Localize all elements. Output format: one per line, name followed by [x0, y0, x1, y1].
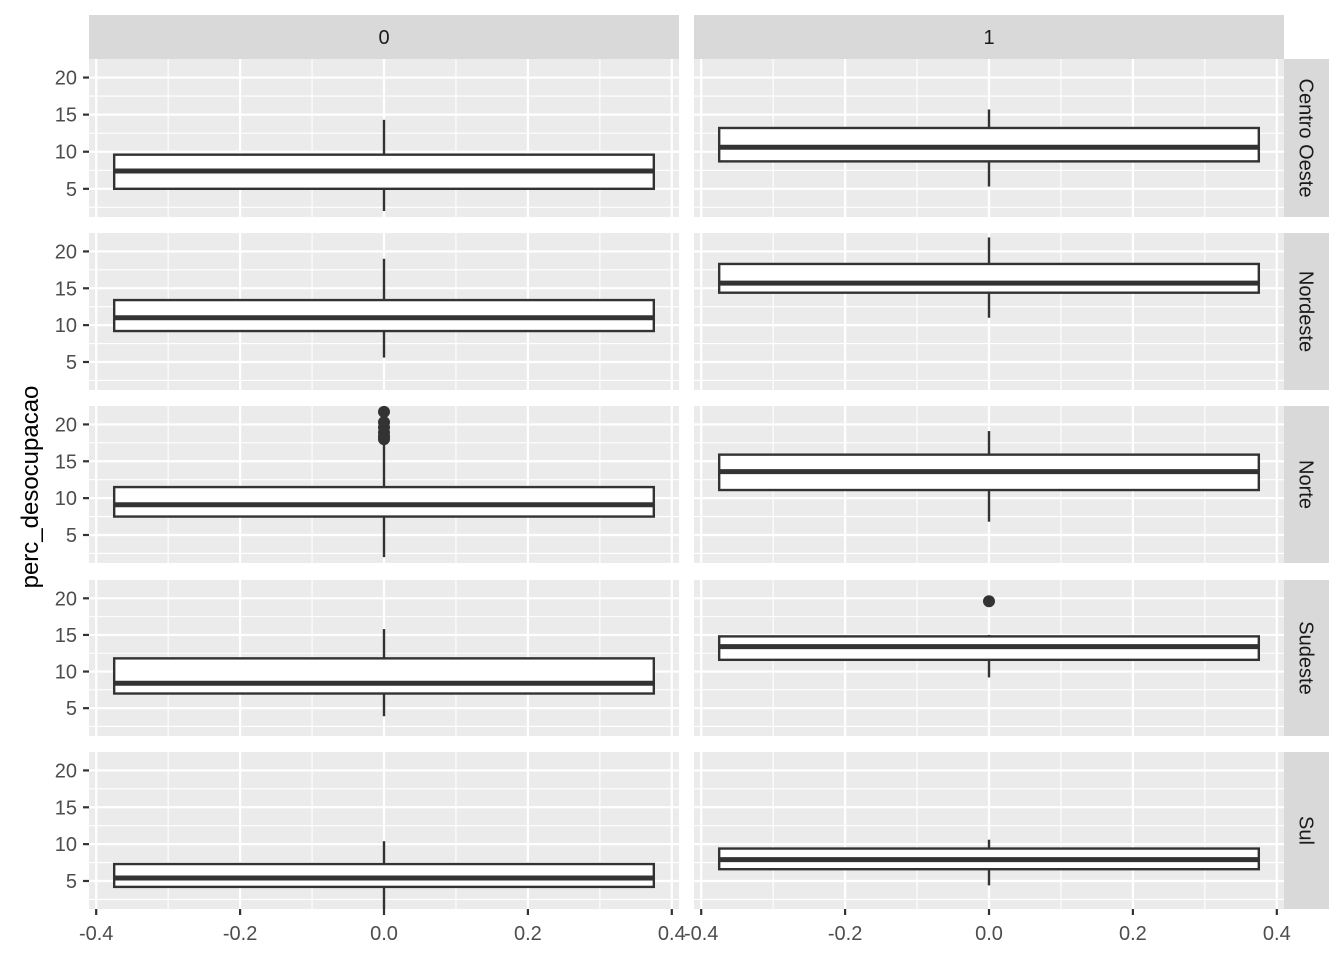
- column-strip-label: 0: [378, 27, 389, 49]
- boxplot-nordeste-1: [717, 237, 1261, 318]
- panel-sul-1: [694, 752, 1284, 909]
- y-tick-label: 5: [66, 352, 77, 374]
- x-tick-label: -0.4: [684, 923, 718, 945]
- y-tick-label: 5: [66, 179, 77, 201]
- row-strip-centro-oeste: [1284, 59, 1329, 217]
- box-iqr: [717, 126, 1261, 163]
- y-tick-label: 10: [55, 488, 77, 510]
- boxplot-nordeste-0: [112, 258, 656, 358]
- x-tick-label: 0.2: [514, 923, 542, 945]
- y-tick-label: 15: [55, 105, 77, 127]
- x-tick-label: 0.4: [1263, 923, 1291, 945]
- row-strip-label: Sudeste: [1295, 621, 1317, 694]
- row-strip-label: Nordeste: [1295, 271, 1317, 352]
- row-strip-label: Norte: [1295, 460, 1317, 509]
- outlier-point: [378, 405, 390, 418]
- y-tick-label: 20: [55, 68, 77, 90]
- boxplot-sudeste-1: [717, 595, 1261, 678]
- y-tick-label: 5: [66, 698, 77, 720]
- axes: 5 10 15 20 5 10 15 20 5 10 15 20 5 10 15 20 5 10 15 20 -0.4 -…: [55, 68, 1291, 945]
- box-iqr: [112, 485, 656, 518]
- boxplot-sul-1: [717, 839, 1261, 886]
- boxplot-norte-1: [717, 431, 1261, 522]
- box-iqr: [112, 657, 656, 695]
- y-tick-label: 10: [55, 834, 77, 856]
- x-tick-label: -0.4: [79, 923, 113, 945]
- y-tick-label: 5: [66, 525, 77, 547]
- y-tick-label: 15: [55, 797, 77, 819]
- y-tick-label: 20: [55, 588, 77, 610]
- y-tick-label: 15: [55, 625, 77, 647]
- row-strip-sul: [1284, 752, 1329, 909]
- row-strip-label: Sul: [1295, 816, 1317, 845]
- row-strip-norte: [1284, 406, 1329, 563]
- boxplot-sudeste-0: [112, 629, 656, 717]
- x-tick-label: 0.4: [658, 923, 686, 945]
- y-tick-label: 20: [55, 414, 77, 436]
- y-axis-title: perc_desocupacao: [17, 386, 44, 589]
- outlier-point: [983, 595, 995, 608]
- box-iqr: [717, 262, 1261, 294]
- row-strip-nordeste: [1284, 233, 1329, 390]
- boxplot-centro-oeste-0: [112, 119, 656, 212]
- y-tick-label: 10: [55, 315, 77, 337]
- x-tick-label: -0.2: [223, 923, 257, 945]
- row-strip-label: Centro Oeste: [1295, 79, 1317, 198]
- y-tick-label: 20: [55, 241, 77, 263]
- x-tick-label: 0.0: [370, 923, 398, 945]
- x-tick-label: 0.0: [975, 923, 1003, 945]
- box-iqr: [112, 862, 656, 889]
- boxplot-sul-0: [112, 841, 656, 909]
- boxplot-norte-0: [112, 405, 656, 558]
- y-tick-label: 10: [55, 662, 77, 684]
- facet-panels: [89, 59, 1284, 909]
- y-tick-label: 15: [55, 451, 77, 473]
- y-tick-label: 5: [66, 871, 77, 893]
- x-tick-label: 0.2: [1119, 923, 1147, 945]
- row-strip-sudeste: [1284, 580, 1329, 736]
- column-strip-1: [694, 15, 1284, 59]
- x-tick-label: -0.2: [828, 923, 862, 945]
- boxplot-centro-oeste-1: [717, 109, 1261, 187]
- column-strip-0: [89, 15, 679, 59]
- column-strip-label: 1: [983, 27, 994, 49]
- y-tick-label: 20: [55, 760, 77, 782]
- outlier-point: [378, 416, 390, 429]
- facet-strips: 0 1 Centro Oeste Nordeste Norte Sudeste Sul: [89, 15, 1329, 909]
- y-tick-label: 15: [55, 278, 77, 300]
- y-tick-label: 10: [55, 142, 77, 164]
